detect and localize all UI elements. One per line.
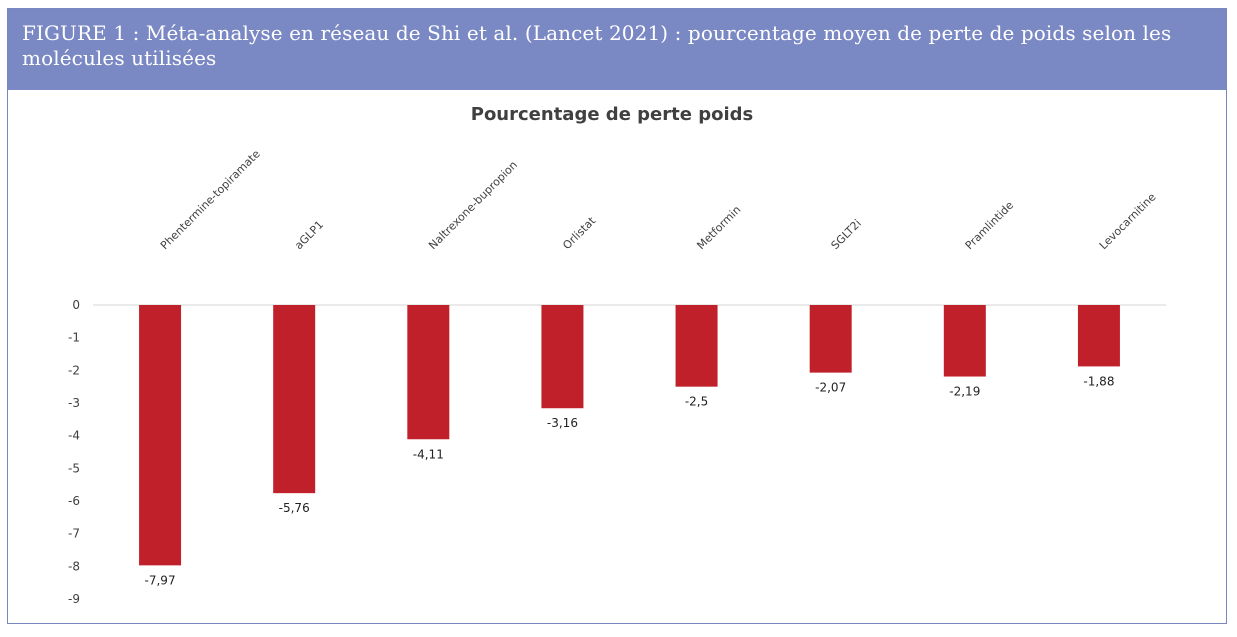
bar [1077, 305, 1120, 367]
figure-frame: FIGURE 1 : Méta-analyse en réseau de Shi… [7, 8, 1227, 624]
bar [273, 305, 316, 494]
category-label: Naltrexone-bupropion [426, 158, 520, 252]
y-axis: 0 -1 -2 -3 -4 -5 -6 -7 -8 -9 [68, 298, 1166, 606]
y-tick-label: -5 [68, 461, 80, 475]
bar [139, 305, 182, 566]
category-label: Phentermine-topiramate [158, 147, 263, 252]
bar [407, 305, 450, 440]
y-tick-label: -8 [68, 559, 80, 573]
bar [809, 305, 852, 373]
y-tick-label: -2 [68, 363, 80, 377]
category-label: Levocarnitine [1097, 190, 1159, 252]
category-labels: Phentermine-topiramate aGLP1 Naltrexone-bu… [158, 147, 1159, 252]
data-label: -7,97 [145, 573, 176, 587]
data-label: -4,11 [413, 447, 444, 461]
bars [139, 305, 1120, 566]
data-labels: -7,97 -5,76 -4,11 -3,16 -2,5 -2,07 -2,19 -1,88 [145, 374, 1115, 587]
bar [541, 305, 584, 409]
category-label: Pramlintide [963, 198, 1017, 252]
y-tick-label: -4 [68, 429, 80, 443]
data-label: -1,88 [1083, 374, 1114, 388]
bar [943, 305, 986, 377]
y-tick-label: -3 [68, 396, 80, 410]
y-tick-label: -1 [68, 331, 80, 345]
data-label: -2,19 [949, 385, 980, 399]
bar [675, 305, 718, 387]
y-tick-label: -7 [68, 527, 80, 541]
chart-title: Pourcentage de perte poids [471, 104, 753, 125]
y-tick-label: 0 [72, 298, 80, 312]
figure-caption: FIGURE 1 : Méta-analyse en réseau de Shi… [8, 9, 1226, 90]
category-label: aGLP1 [292, 218, 326, 252]
data-label: -5,76 [279, 501, 310, 515]
category-label: Orlistat [560, 214, 598, 252]
category-label: Metformin [694, 203, 743, 252]
data-label: -2,07 [815, 381, 846, 395]
data-label: -3,16 [547, 416, 578, 430]
data-label: -2,5 [685, 395, 708, 409]
y-tick-label: -9 [68, 592, 80, 606]
category-label: SGLT2i [829, 217, 864, 252]
y-tick-label: -6 [68, 494, 80, 508]
